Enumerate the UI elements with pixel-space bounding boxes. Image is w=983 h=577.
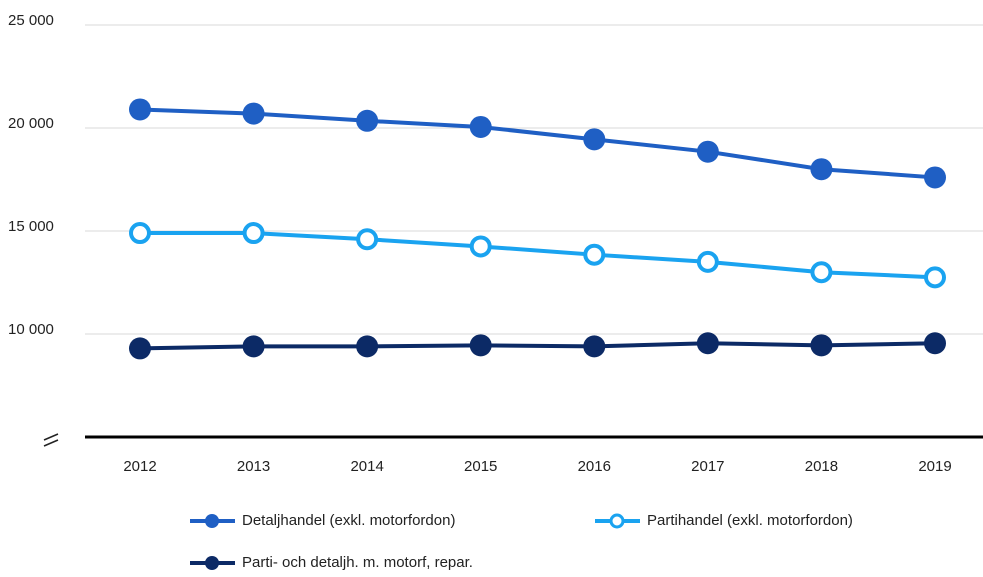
data-point (924, 332, 946, 355)
data-point (356, 335, 379, 358)
x-tick-label: 2012 (123, 458, 156, 475)
x-tick-label: 2018 (805, 458, 838, 475)
data-point (356, 109, 379, 132)
data-point (242, 222, 265, 245)
data-point (242, 335, 265, 358)
data-point (583, 335, 606, 358)
data-point (583, 128, 606, 151)
legend-label: Partihandel (exkl. motorfordon) (647, 512, 853, 529)
legend-marker (205, 556, 219, 570)
series-line (139, 107, 936, 180)
data-point (129, 222, 151, 245)
x-tick-label: 2017 (691, 458, 724, 475)
y-tick-label: 20 000 (8, 115, 54, 132)
data-point (129, 337, 151, 360)
data-point (924, 266, 946, 289)
x-tick-label: 2013 (237, 458, 270, 475)
legend-marker (609, 513, 625, 529)
data-point (810, 261, 833, 284)
data-point (129, 98, 151, 121)
legend-label: Parti- och detaljh. m. motorf, repar. (242, 554, 473, 571)
data-point (696, 250, 719, 273)
legend-label: Detaljhandel (exkl. motorfordon) (242, 512, 455, 529)
data-point (810, 334, 833, 357)
legend-marker (205, 514, 219, 528)
y-tick-label: 25 000 (8, 12, 54, 29)
data-point (242, 102, 265, 125)
y-tick-label: 10 000 (8, 321, 54, 338)
data-point (696, 140, 719, 163)
data-point (696, 332, 719, 355)
series-line (140, 231, 936, 280)
data-point (924, 166, 946, 189)
data-point (469, 334, 492, 357)
axis-break (43, 433, 59, 447)
series-line (139, 341, 936, 351)
data-point (356, 228, 379, 251)
x-tick-label: 2016 (578, 458, 611, 475)
data-point (469, 115, 492, 138)
data-point (583, 243, 606, 266)
y-tick-label: 15 000 (8, 218, 54, 235)
x-tick-label: 2019 (918, 458, 951, 475)
x-tick-label: 2014 (350, 458, 383, 475)
data-point (810, 158, 833, 181)
data-point (469, 235, 492, 258)
x-tick-label: 2015 (464, 458, 497, 475)
